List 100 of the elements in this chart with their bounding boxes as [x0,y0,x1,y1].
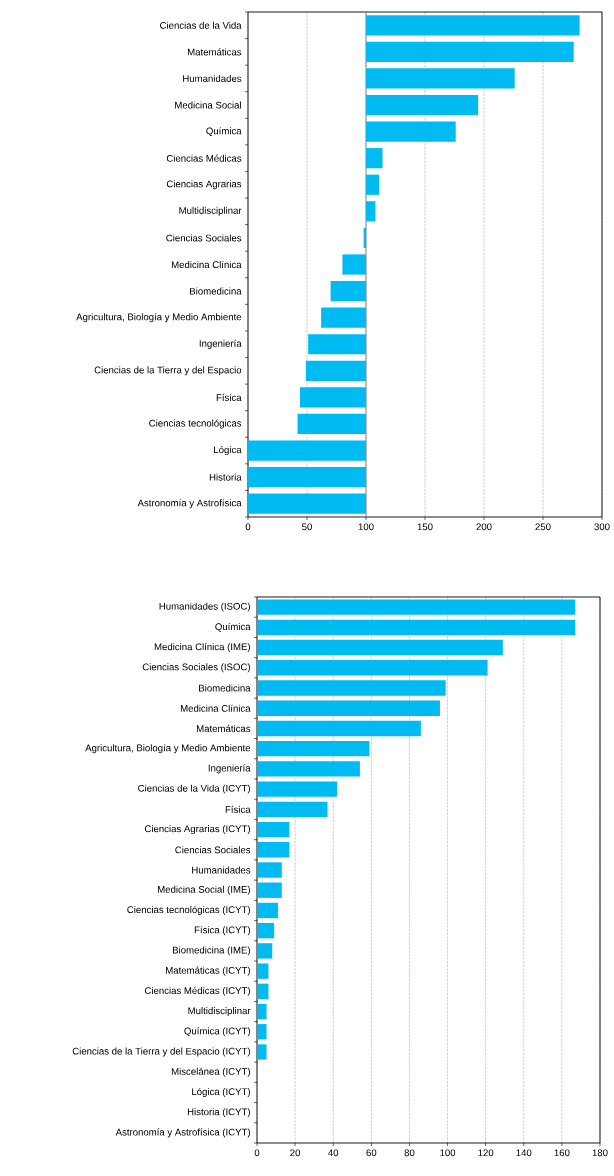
x-tick-label: 140 [516,1149,532,1157]
bar [366,94,479,116]
y-tick-label: Matemáticas [196,724,251,733]
bar [257,680,446,696]
x-tick-label: 80 [404,1149,415,1157]
y-tick-label: Ingeniería [208,764,251,774]
y-tick-label: Ciencias de la Tierra y del Espacio [94,366,242,376]
bar [257,801,328,818]
bar [257,882,282,898]
bar [342,254,366,275]
y-tick-label: Historia (ICYT) [187,1108,250,1118]
y-tick-label: Ciencias tecnológicas [149,419,242,429]
y-tick-label: Medicina Clínica (IME) [154,643,250,653]
y-tick-label: Ciencias de la Tierra y del Espacio (ICYT) [72,1047,250,1057]
y-tick-label: Física (ICYT) [194,926,250,936]
x-tick-label: 200 [476,523,492,531]
bar [248,440,366,461]
bar [257,761,360,777]
y-tick-label: Ciencias Agrarias [166,180,242,190]
bar [366,15,580,36]
y-tick-label: Ciencias Sociales (ISOC) [142,663,250,673]
y-tick-label: Ingeniería [199,339,242,349]
bar [257,902,278,919]
y-tick-label: Biomedicina (IME) [172,946,250,956]
y-tick-label: Medicina Clínica [171,260,242,269]
bar [366,148,383,169]
bar [299,387,366,408]
x-tick-label: 180 [592,1149,608,1157]
bar [308,334,366,355]
y-tick-label: Agricultura, Biología y Medio Ambiente [76,313,242,323]
bar [366,41,574,62]
y-tick-label: Humanidades [183,74,242,82]
bar [366,174,379,195]
y-tick-label: Astronomía y Astrofísica [137,499,242,509]
bar [257,862,282,878]
y-tick-label: Ciencias tecnológicas (ICYT) [127,905,250,915]
bar [257,639,503,656]
bar [257,781,338,797]
y-tick-label: Historia [209,473,242,481]
y-tick-label: Física [225,805,251,813]
x-tick-label: 100 [440,1149,456,1157]
bar [257,943,273,959]
x-tick-label: 50 [302,523,312,531]
y-tick-label: Astronomía y Astrofísica (ICYT) [115,1128,250,1138]
y-tick-label: Multidisciplinar [188,1007,251,1017]
y-tick-label: Biomedicina [199,684,251,692]
x-tick-label: 100 [358,523,374,531]
y-tick-label: Química [215,622,251,632]
y-tick-label: Química [206,127,242,137]
x-tick-label: 150 [417,523,433,531]
y-tick-label: Agricultura, Biología y Medio Ambiente [85,744,251,754]
x-tick-label: 0 [254,1149,260,1157]
bar [257,1024,267,1040]
y-tick-label: Medicina Social [175,101,241,109]
bar [257,922,275,939]
y-tick-label: Ciencias Agrarias (ICYT) [144,825,250,835]
bar [257,963,269,979]
bar [366,201,376,222]
y-tick-label: Física [216,393,242,401]
y-tick-label: Ciencias Médicas (ICYT) [144,986,250,996]
x-tick-label: 40 [328,1149,339,1157]
bar [257,740,370,757]
bar [257,700,440,716]
y-tick-label: Ciencias Sociales [166,234,242,242]
bar [257,1003,267,1020]
bar [257,619,576,636]
bar [248,493,366,514]
x-tick-label: 300 [594,523,610,531]
y-tick-label: Miscelánea (ICYT) [171,1067,250,1077]
y-tick-label: Humanidades [192,866,251,874]
x-tick-label: 20 [290,1149,301,1157]
bar [257,660,488,676]
bar [257,720,421,737]
bar [257,983,269,1000]
bar [330,280,366,302]
y-tick-label: Lógica (ICYT) [192,1087,250,1097]
bar [257,599,576,615]
bar [257,821,290,838]
y-tick-label: Ciencias Médicas [166,154,242,162]
x-tick-label: 250 [535,523,551,531]
y-tick-label: Multidisciplinar [179,206,242,216]
y-tick-label: Matemáticas [187,48,242,56]
y-tick-label: Medicina Clínica [180,704,251,712]
bar [366,121,456,142]
y-tick-label: Ciencias de la Vida [160,21,242,29]
bar [366,68,515,89]
x-tick-label: 120 [478,1149,494,1157]
bar [305,360,366,381]
y-tick-label: Ciencias Sociales [175,846,251,854]
y-tick-label: Lógica [214,446,242,456]
y-tick-label: Biomedicina [190,287,242,295]
y-tick-label: Medicina Social (IME) [158,885,250,895]
bar [321,307,366,328]
x-tick-label: 160 [554,1149,570,1157]
bar [257,1044,267,1060]
y-tick-label: Ciencias de la Vida (ICYT) [138,784,250,794]
x-tick-label: 0 [245,523,251,531]
x-tick-label: 60 [366,1149,377,1157]
bar [248,467,366,488]
y-tick-label: Humanidades (ISOC) [159,602,250,612]
